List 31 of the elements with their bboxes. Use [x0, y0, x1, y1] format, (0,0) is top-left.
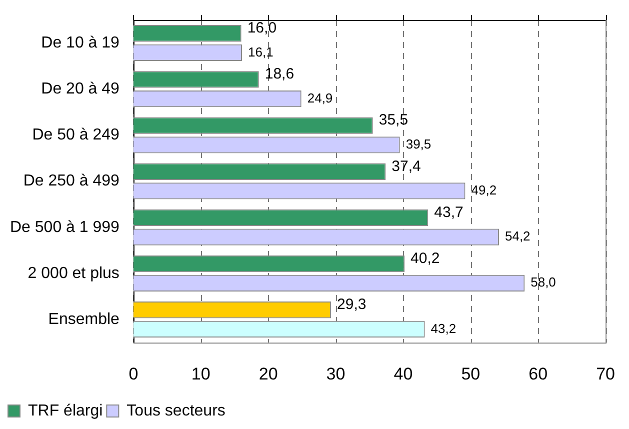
data-label: 43,2 — [430, 320, 456, 336]
data-label: 54,2 — [504, 228, 530, 244]
y-tick-label: De 250 à 499 — [23, 172, 120, 190]
data-label: 29,3 — [337, 296, 366, 314]
data-label: 37,4 — [392, 158, 421, 175]
x-tick-label: 50 — [461, 364, 480, 384]
legend-label: Tous secteurs — [126, 402, 226, 420]
data-label: 58,0 — [530, 274, 556, 290]
data-label: 16,1 — [248, 44, 274, 60]
data-label: 49,2 — [471, 182, 497, 198]
x-tick-label: 70 — [596, 364, 616, 384]
data-label: 35,5 — [378, 112, 408, 129]
data-label: 43,7 — [434, 204, 464, 221]
data-label: 16,0 — [247, 20, 277, 37]
x-tick-label: 30 — [326, 364, 346, 384]
y-tick-label: De 10 à 19 — [41, 34, 120, 52]
y-tick-label: De 20 à 49 — [41, 80, 120, 98]
y-tick-label: Ensemble — [48, 310, 120, 328]
data-label: 18,6 — [264, 66, 294, 83]
x-tick-label: 10 — [191, 364, 210, 384]
x-tick-label: 20 — [258, 364, 278, 384]
x-tick-label: 40 — [394, 364, 413, 384]
data-label: 40,2 — [410, 250, 440, 267]
data-label: 24,9 — [307, 90, 333, 106]
y-tick-label: De 500 à 1 999 — [10, 218, 120, 236]
y-tick-label: De 50 à 249 — [32, 126, 120, 144]
data-label: 39,5 — [406, 136, 432, 152]
y-tick-label: 2 000 et plus — [28, 264, 120, 282]
legend-label: TRF élargi — [28, 402, 103, 420]
x-tick-label: 60 — [528, 364, 548, 384]
x-tick-label: 0 — [128, 364, 138, 384]
